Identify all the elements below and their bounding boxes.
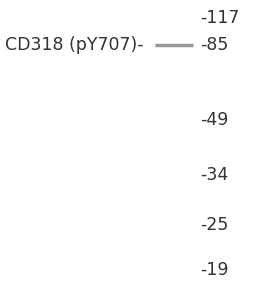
- Text: -49: -49: [200, 111, 228, 129]
- Text: -25: -25: [200, 216, 228, 234]
- Text: -117: -117: [200, 9, 239, 27]
- Text: -19: -19: [200, 261, 228, 279]
- Text: -34: -34: [200, 166, 228, 184]
- Text: CD318 (pY707)-: CD318 (pY707)-: [5, 36, 144, 54]
- Text: -85: -85: [200, 36, 228, 54]
